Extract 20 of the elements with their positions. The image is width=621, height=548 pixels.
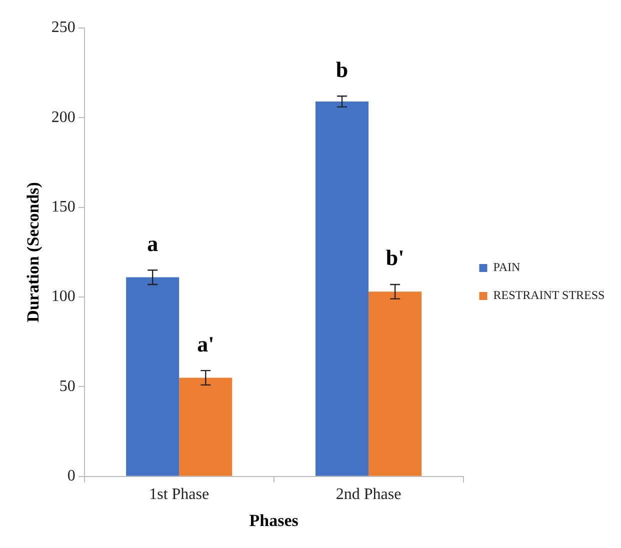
y-tick-label: 0	[67, 468, 76, 485]
x-tick-label: 1st Phase	[149, 486, 210, 504]
bar	[368, 292, 422, 476]
bar	[316, 102, 369, 476]
bar	[179, 378, 232, 476]
annotation: a	[147, 230, 158, 256]
annotation: a'	[197, 331, 214, 356]
legend-label: RESTRAINT STRESS	[493, 288, 605, 302]
y-tick-label: 200	[51, 108, 76, 126]
x-tick-label: 2nd Phase	[336, 486, 402, 504]
annotation: b	[336, 56, 348, 82]
bar	[126, 277, 180, 476]
legend-label: PAIN	[493, 260, 520, 274]
y-tick-label: 50	[59, 378, 76, 395]
y-tick-label: 250	[51, 19, 76, 36]
y-tick-label: 100	[51, 288, 76, 306]
x-axis-title: Phases	[249, 511, 299, 530]
annotation: b'	[386, 245, 404, 270]
y-axis-title: Duration (Seconds)	[24, 182, 43, 322]
y-tick-label: 150	[51, 198, 76, 216]
